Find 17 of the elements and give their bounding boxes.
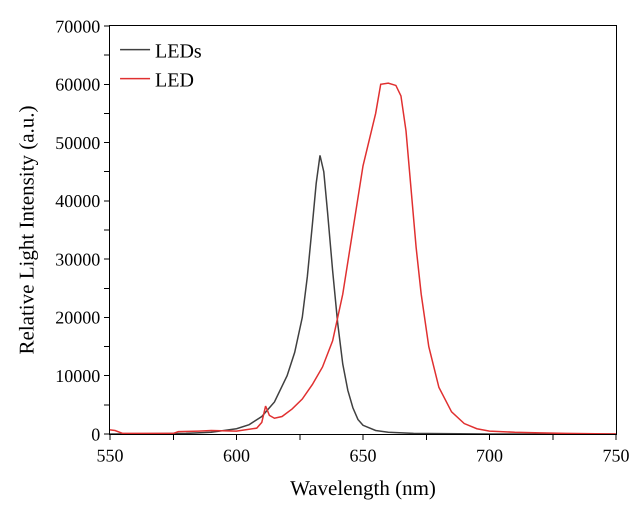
x-tick-label: 750 (602, 446, 630, 466)
y-tick-label: 60000 (55, 74, 100, 95)
x-axis-title: Wavelength (nm) (290, 476, 436, 500)
y-tick-label: 30000 (55, 249, 100, 270)
y-tick-label: 70000 (55, 16, 100, 36)
y-tick-label: 50000 (55, 132, 100, 153)
x-tick-label: 550 (96, 446, 124, 466)
y-axis-title: Relative Light Intensity (a.u.) (14, 105, 38, 355)
y-tick-label: 10000 (55, 366, 100, 386)
x-tick-label: 700 (476, 446, 503, 466)
legend-label: LEDs (155, 40, 202, 62)
y-tick-label: 40000 (55, 191, 100, 212)
x-tick-label: 600 (223, 446, 250, 466)
x-tick-label: 650 (350, 446, 376, 466)
legend-label: LED (155, 69, 194, 92)
y-tick-label: 20000 (55, 308, 100, 328)
y-tick-label: 0 (91, 424, 100, 444)
